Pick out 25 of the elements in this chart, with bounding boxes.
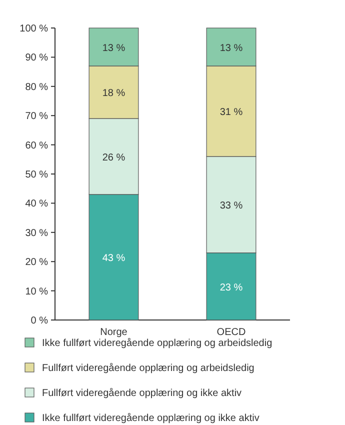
y-tick-label: 90 % [25, 52, 48, 64]
legend-label: Ikke fullført videregående opplæring og ikke aktiv [42, 412, 260, 424]
y-tick-label: 40 % [25, 198, 48, 210]
y-tick-label: 20 % [25, 257, 48, 268]
data-label: 23 % [220, 282, 243, 294]
data-label: 13 % [102, 42, 126, 54]
y-tick-label: 50 % [25, 170, 48, 180]
data-label: 33 % [220, 200, 243, 212]
x-tick-label: OECD [216, 327, 246, 338]
y-tick-label: 100 % [20, 24, 48, 34]
y-tick-label: 30 % [25, 228, 48, 239]
y-tick-label: 0 % [30, 316, 48, 326]
data-label: 26 % [102, 152, 126, 164]
legend-label: Fullført videregående opplæring og ikke aktiv [42, 387, 242, 399]
y-tick-label: 60 % [25, 140, 48, 152]
legend-label: Ikke fullført videregående opplæring og arbeidsledig [42, 337, 272, 349]
data-label: 18 % [102, 88, 126, 100]
data-label: 13 % [220, 42, 243, 54]
x-tick-label: Norge [100, 327, 128, 338]
data-label: 43 % [102, 253, 126, 264]
legend-label: Fullført videregående opplæring og arbeidsledig [42, 362, 254, 374]
y-tick-label: 70 % [25, 111, 48, 122]
y-tick-label: 80 % [25, 82, 48, 93]
y-tick-label: 10 % [25, 286, 48, 298]
data-label: 31 % [220, 107, 243, 118]
